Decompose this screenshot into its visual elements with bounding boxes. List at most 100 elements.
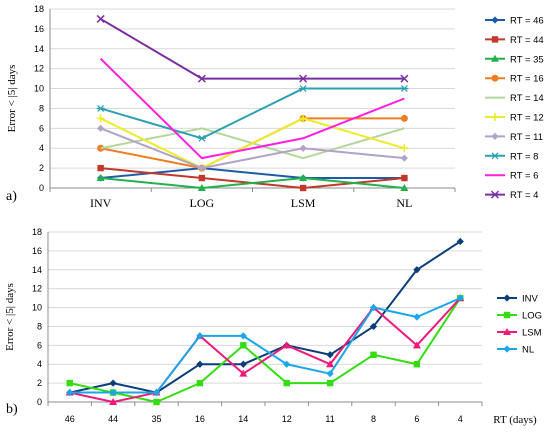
series-line: [100, 127, 405, 170]
data-point: [400, 85, 409, 93]
legend-marker: [503, 294, 511, 302]
data-point: [369, 322, 378, 331]
x-tick-label: 44: [108, 414, 118, 424]
series-rt-6: [99, 58, 405, 160]
legend-marker: [503, 345, 511, 353]
legend-entry: RT = 6: [485, 171, 538, 182]
y-tick-label: 4: [37, 359, 42, 369]
data-point: [400, 154, 408, 162]
data-point: [400, 114, 408, 122]
data-point: [413, 266, 421, 274]
series-rt-35: [96, 174, 409, 191]
series-line: [100, 177, 405, 189]
data-point: [299, 74, 308, 83]
panel-label: a): [6, 189, 17, 204]
data-point: [412, 341, 421, 349]
data-point: [282, 341, 291, 349]
legend-label: NL: [522, 345, 534, 356]
legend-label: RT = 4: [510, 190, 538, 201]
data-point: [97, 164, 104, 172]
data-point: [299, 85, 308, 93]
legend-label: RT = 16: [510, 74, 544, 85]
y-tick-label: 4: [39, 143, 44, 153]
legend-marker: [503, 328, 511, 335]
y-tick-label: 8: [37, 321, 42, 331]
data-point: [96, 14, 105, 23]
data-point: [456, 294, 464, 302]
series-rt-11: [97, 124, 408, 172]
legend-marker: [491, 54, 499, 62]
data-point: [299, 184, 307, 192]
data-point: [198, 164, 206, 172]
y-tick-label: 14: [34, 44, 44, 54]
series-line: [69, 297, 461, 394]
data-point: [196, 332, 204, 340]
legend-marker: [491, 16, 499, 24]
legend-label: LSM: [522, 328, 542, 339]
data-point: [196, 360, 204, 368]
data-point: [400, 74, 409, 83]
y-tick-label: 16: [34, 24, 44, 34]
data-point: [326, 370, 334, 378]
series-rt-4: [96, 14, 409, 83]
legend-label: RT = 12: [510, 113, 544, 124]
series-inv: [66, 237, 464, 397]
data-point: [66, 388, 74, 397]
data-point: [283, 360, 291, 368]
legend-marker: [491, 132, 499, 140]
series-rt-8: [96, 85, 409, 142]
data-point: [456, 237, 464, 246]
legend-label: RT = 14: [510, 93, 544, 104]
legend-entry: RT = 35: [485, 54, 544, 65]
legend-entry: RT = 14: [485, 93, 544, 104]
x-tick-label: 46: [65, 414, 75, 424]
y-tick-label: 8: [39, 103, 44, 113]
series-line: [100, 18, 405, 80]
legend-entry: NL: [497, 345, 534, 356]
y-tick-label: 2: [37, 378, 42, 388]
data-point: [239, 360, 247, 368]
legend-label: INV: [522, 294, 539, 305]
y-tick-label: 18: [34, 4, 44, 14]
data-point: [96, 114, 105, 123]
x-tick-label: LOG: [190, 196, 215, 210]
legend-entry: INV: [497, 294, 539, 305]
x-tick-label: INV: [90, 196, 112, 210]
legend-entry: RT = 12: [485, 113, 544, 124]
data-point: [153, 398, 160, 406]
legend-entry: LOG: [497, 311, 542, 322]
y-tick-label: 10: [34, 84, 44, 94]
x-tick-label: NL: [396, 196, 412, 210]
series-line: [100, 117, 405, 170]
data-point: [299, 174, 308, 182]
x-tick-label: 4: [458, 414, 463, 424]
legend-entry: RT = 44: [485, 35, 544, 46]
data-point: [401, 174, 408, 182]
y-tick-label: 16: [32, 246, 42, 256]
data-point: [109, 388, 117, 397]
y-tick-label: 6: [39, 123, 44, 133]
data-point: [369, 303, 378, 312]
data-point: [152, 388, 161, 397]
x-tick-label: 8: [371, 414, 376, 424]
legend-marker: [503, 311, 511, 319]
series-line: [69, 240, 461, 394]
data-point: [299, 144, 307, 152]
data-point: [413, 361, 421, 368]
y-tick-label: 12: [34, 64, 44, 74]
legend-label: RT = 44: [510, 35, 544, 46]
data-point: [96, 104, 105, 112]
legend-entry: RT = 8: [485, 151, 538, 162]
series-line: [69, 297, 462, 403]
data-point: [413, 313, 421, 321]
data-point: [326, 360, 335, 368]
series-line: [99, 58, 405, 160]
y-axis-label: Error < |5| days: [6, 65, 18, 133]
y-tick-label: 6: [37, 340, 42, 350]
data-point: [198, 174, 206, 182]
data-point: [96, 174, 105, 182]
x-tick-label: 14: [238, 414, 248, 424]
y-tick-label: 10: [32, 303, 42, 313]
